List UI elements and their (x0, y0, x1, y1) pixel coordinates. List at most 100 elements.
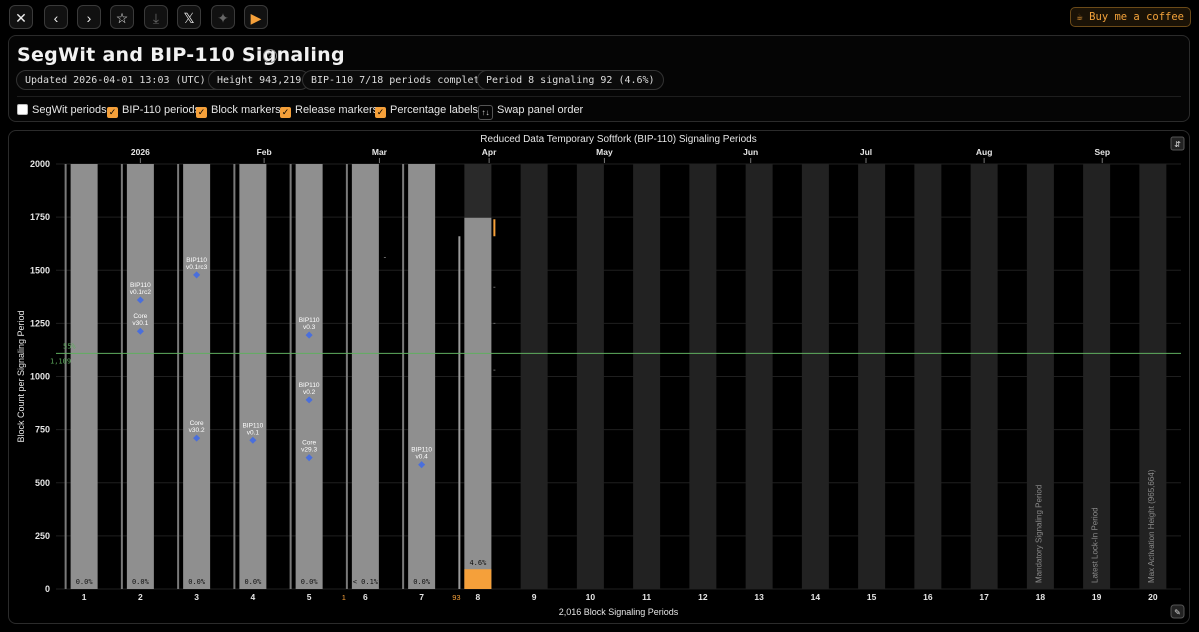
youtube-button[interactable]: ▶ (244, 5, 268, 29)
updated-dropdown[interactable]: Updated 2026-04-01 13:03 (UTC) ⌄ (16, 70, 227, 90)
bar-period-5 (295, 164, 323, 589)
percentage-labels-toggle[interactable]: Percentage labels (375, 102, 478, 118)
x-tick-label: 20 (1148, 592, 1158, 602)
y-tick-label: 1000 (30, 372, 50, 382)
release-label: v29.3 (301, 447, 317, 454)
percent-label: 0.0% (413, 578, 431, 586)
download-button[interactable]: ⤓ (144, 5, 168, 29)
y-tick-label: 500 (35, 478, 50, 488)
release-markers-toggle[interactable]: Release markers (280, 102, 378, 118)
x-tick-label: 5 (307, 592, 312, 602)
chevron-right-icon: › (86, 10, 92, 26)
x-tick-label: 13 (754, 592, 764, 602)
edit-icon: ✎ (1174, 608, 1181, 617)
release-label: v0.1rc3 (186, 264, 208, 271)
x-tick-label: 12 (698, 592, 708, 602)
release-label: Core (190, 420, 204, 427)
percent-label: 0.0% (301, 578, 319, 586)
release-marker[interactable] (193, 434, 201, 442)
release-markers-label: Release markers (295, 104, 379, 116)
bar-period-4 (239, 164, 267, 589)
x-axis-label: 2,016 Block Signaling Periods (559, 607, 679, 617)
x-tick-label: 6 (363, 592, 368, 602)
help-icon[interactable]: ? (263, 49, 277, 63)
chart-panel: Reduced Data Temporary Softfork (BIP-110… (8, 130, 1190, 624)
periods-badge: BIP-110 7/18 periods complete (302, 70, 495, 90)
star-icon: ☆ (115, 10, 129, 26)
bip110-checkbox[interactable] (107, 107, 118, 118)
release-marker[interactable] (193, 271, 201, 279)
bar-period-7 (408, 164, 436, 589)
month-label: Aug (976, 147, 993, 157)
signal-count-label: 1 (342, 593, 346, 602)
x-tick-label: 14 (811, 592, 821, 602)
month-label: 2026 (131, 147, 150, 157)
bar-period-20 (1139, 164, 1167, 589)
bar-period-11 (633, 164, 661, 589)
release-label: BIP110 (299, 382, 320, 389)
block-markers-checkbox[interactable] (196, 107, 207, 118)
bar-period-16 (914, 164, 942, 589)
bar-period-12 (689, 164, 717, 589)
favorite-button[interactable]: ☆ (110, 5, 134, 29)
threshold-pct-label: 55% (63, 342, 76, 350)
swap-panel-button[interactable]: ↑↓ Swap panel order (478, 102, 583, 120)
release-label: Core (302, 440, 316, 447)
bar-period-8 (464, 217, 492, 589)
signal-marker (493, 219, 496, 237)
buy-coffee-button[interactable]: ☕ Buy me a coffee (1069, 7, 1191, 27)
bar-period-17 (970, 164, 998, 589)
release-markers-checkbox[interactable] (280, 107, 291, 118)
period-annotation: Max Activation Height (965,664) (1147, 469, 1156, 583)
edit-button[interactable] (1170, 604, 1185, 619)
segwit-toggle[interactable]: SegWit periods (17, 102, 107, 118)
expand-button[interactable] (1170, 136, 1185, 151)
share-x-button[interactable]: 𝕏 (177, 5, 201, 29)
release-marker[interactable] (305, 396, 313, 404)
release-label: BIP110 (186, 257, 207, 264)
release-label: v0.4 (415, 454, 428, 461)
x-tick-label: 2 (138, 592, 143, 602)
close-icon: ✕ (15, 10, 27, 26)
signal-count-label: 93 (452, 593, 460, 602)
x-tick-label: 4 (251, 592, 256, 602)
page-title: SegWit and BIP-110 Signaling (17, 44, 345, 66)
x-tick-label: 16 (923, 592, 933, 602)
y-tick-label: 750 (35, 425, 50, 435)
month-label: Jul (860, 147, 872, 157)
back-button[interactable]: ‹ (44, 5, 68, 29)
month-label: Mar (372, 147, 388, 157)
segwit-checkbox[interactable] (17, 104, 28, 115)
release-marker[interactable] (305, 331, 313, 339)
download-icon: ⤓ (152, 10, 160, 26)
expand-icon: ⇵ (1174, 140, 1181, 149)
release-label: v0.3 (303, 324, 316, 331)
bar-period-19 (1083, 164, 1111, 589)
release-marker[interactable] (305, 454, 313, 462)
bar-period-14 (801, 164, 829, 589)
share-nostr-button[interactable]: ✦ (211, 5, 235, 29)
close-button[interactable]: ✕ (9, 5, 33, 29)
month-label: May (596, 147, 613, 157)
bip110-label: BIP-110 periods (122, 104, 201, 116)
bip110-toggle[interactable]: BIP-110 periods (107, 102, 200, 118)
release-label: BIP110 (130, 282, 151, 289)
release-marker[interactable] (136, 296, 144, 304)
percentage-labels-checkbox[interactable] (375, 107, 386, 118)
forward-button[interactable]: › (77, 5, 101, 29)
percent-label: 0.0% (76, 578, 94, 586)
percent-label: 0.0% (244, 578, 262, 586)
y-tick-label: 2000 (30, 159, 50, 169)
header-panel: SegWit and BIP-110 Signaling ? Updated 2… (8, 35, 1190, 122)
release-marker[interactable] (249, 436, 257, 444)
release-marker[interactable] (136, 327, 144, 335)
x-tick-label: 19 (1092, 592, 1102, 602)
nostr-icon: ✦ (217, 10, 229, 26)
percent-label: 4.6% (469, 559, 487, 567)
block-markers-label: Block markers (211, 104, 281, 116)
release-label: Core (133, 313, 147, 320)
release-marker[interactable] (418, 461, 426, 469)
month-label: Feb (257, 147, 272, 157)
x-tick-label: 15 (867, 592, 877, 602)
block-markers-toggle[interactable]: Block markers (196, 102, 281, 118)
